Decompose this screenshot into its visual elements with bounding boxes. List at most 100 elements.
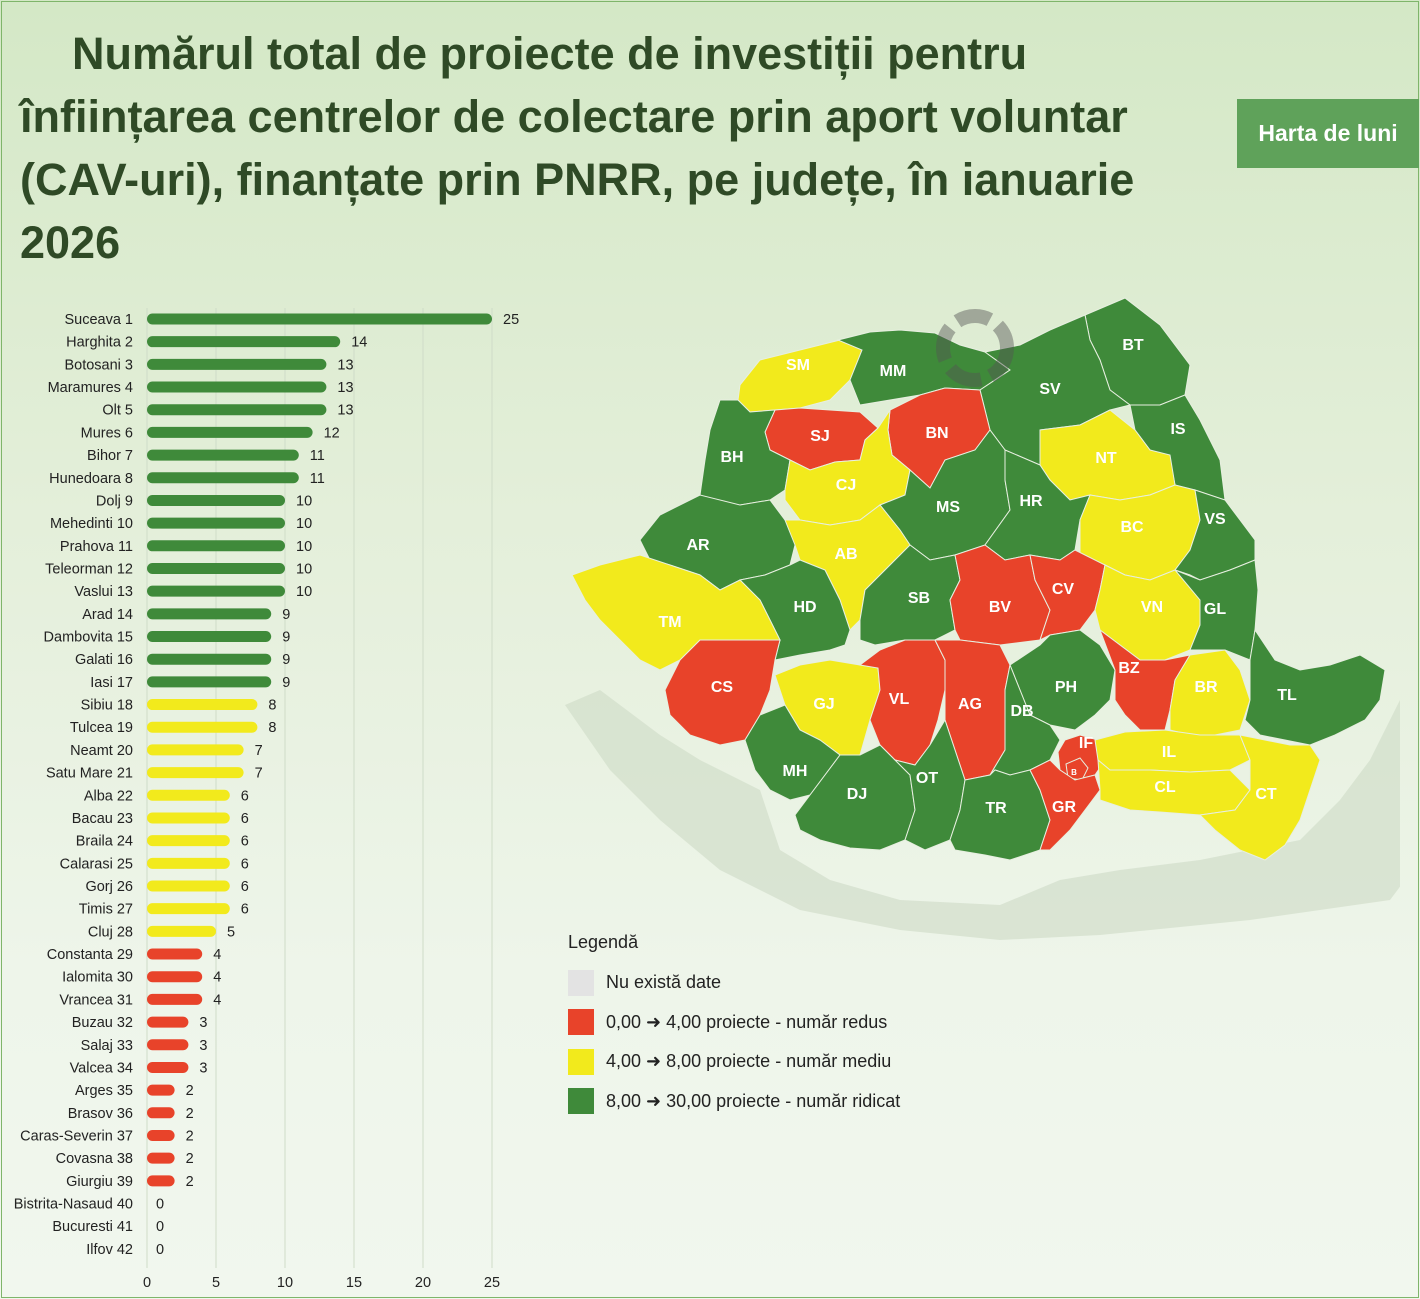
bar — [147, 812, 230, 824]
bar-row: Valcea 34 3 — [70, 1060, 208, 1076]
county-map: SM MM BT SV SJ BN IS BH NT CJ MS HR BC VS AR AB SB BV CV HD… — [565, 297, 1400, 940]
category-label: Brasov 36 — [68, 1106, 133, 1122]
county-label: IS — [1170, 421, 1185, 438]
bar-row: Braila 24 6 — [76, 834, 249, 850]
map-labels: SM MM BT SV SJ BN IS BH NT CJ MS HR BC VS AR AB SB BV CV HD… — [658, 337, 1297, 817]
county-label: TL — [1277, 687, 1297, 704]
category-label: Mehedinti 10 — [50, 516, 133, 532]
x-tick-label: 25 — [484, 1275, 500, 1291]
value-label: 0 — [156, 1219, 164, 1235]
bar — [147, 494, 285, 506]
bar-row: Bihor 7 11 — [87, 448, 325, 464]
category-label: Satu Mare 21 — [46, 766, 133, 782]
county-sm[interactable] — [737, 339, 863, 413]
bar — [147, 653, 272, 665]
bar-row: Salaj 33 3 — [81, 1038, 208, 1054]
bar-row: Prahova 11 10 — [60, 539, 312, 555]
value-label: 9 — [282, 630, 290, 646]
bar-row: Satu Mare 21 7 — [46, 766, 263, 782]
category-label: Salaj 33 — [81, 1038, 133, 1054]
bar-row: Galati 16 9 — [75, 652, 290, 668]
category-label: Ilfov 42 — [86, 1242, 133, 1258]
bar — [147, 1107, 175, 1119]
category-label: Buzau 32 — [72, 1015, 133, 1031]
value-label: 13 — [337, 403, 353, 419]
category-label: Ialomita 30 — [62, 970, 133, 986]
bar — [147, 313, 492, 325]
bar — [147, 562, 285, 574]
legend-swatch — [568, 1048, 594, 1075]
county-label: GR — [1052, 799, 1076, 816]
category-label: Arad 14 — [82, 607, 133, 623]
bar — [147, 1039, 189, 1051]
value-label: 6 — [241, 811, 249, 827]
category-label: Braila 24 — [76, 834, 133, 850]
category-label: Olt 5 — [102, 403, 133, 419]
county-label: CS — [711, 679, 734, 696]
category-label: Galati 16 — [75, 652, 133, 668]
county-label: AR — [686, 537, 710, 554]
monday-map-button[interactable]: Harta de luni — [1237, 99, 1419, 168]
value-label: 6 — [241, 856, 249, 872]
value-label: 13 — [337, 380, 353, 396]
bar-row: Sibiu 18 8 — [81, 698, 277, 714]
bar-row: Arad 14 9 — [82, 607, 290, 623]
value-label: 12 — [324, 425, 340, 441]
county-cv[interactable] — [1029, 549, 1106, 641]
value-label: 8 — [268, 698, 276, 714]
bar — [147, 925, 216, 937]
county-cj[interactable] — [784, 409, 911, 526]
category-label: Sibiu 18 — [81, 698, 133, 714]
bar-row: Maramures 4 13 — [48, 380, 354, 396]
category-label: Hunedoara 8 — [49, 471, 133, 487]
bar — [147, 1175, 175, 1187]
bar — [147, 540, 285, 552]
value-label: 11 — [310, 448, 325, 464]
category-label: Arges 35 — [75, 1083, 133, 1099]
bar-row: Dolj 9 10 — [96, 493, 312, 509]
value-label: 2 — [186, 1083, 194, 1099]
legend-swatch — [568, 969, 594, 996]
bar — [147, 1061, 189, 1073]
bar-row: Gorj 26 6 — [85, 879, 248, 895]
value-label: 9 — [282, 652, 290, 668]
county-label: IL — [1162, 744, 1176, 761]
county-label: SM — [786, 357, 810, 374]
bar — [147, 449, 299, 461]
bar — [147, 699, 258, 711]
value-label: 13 — [337, 357, 353, 373]
bar — [147, 608, 272, 620]
bar-row: Buzau 32 3 — [72, 1015, 208, 1031]
category-label: Cluj 28 — [88, 924, 133, 940]
category-label: Bacau 23 — [72, 811, 133, 827]
value-label: 10 — [296, 561, 312, 577]
bar-row: Giurgiu 39 2 — [66, 1174, 194, 1190]
bar-row: Suceava 1 25 — [64, 312, 519, 328]
category-label: Neamt 20 — [70, 743, 133, 759]
county-label: CJ — [836, 477, 856, 494]
value-label: 2 — [186, 1174, 194, 1190]
bar-row: Dambovita 15 9 — [44, 630, 291, 646]
county-label: AG — [958, 696, 982, 713]
value-label: 7 — [255, 743, 263, 759]
value-label: 2 — [186, 1106, 194, 1122]
map-base — [565, 690, 1400, 940]
bar — [147, 517, 285, 529]
bar-row: Neamt 20 7 — [70, 743, 263, 759]
county-label: NT — [1095, 450, 1117, 467]
legend-swatch — [568, 1009, 594, 1036]
county-ct[interactable] — [1198, 734, 1321, 861]
category-label: Gorj 26 — [85, 879, 133, 895]
county-label: GJ — [813, 696, 834, 713]
bar — [147, 971, 203, 983]
bar — [147, 358, 327, 370]
value-label: 6 — [241, 902, 249, 918]
county-label: VN — [1141, 599, 1163, 616]
x-tick-label: 0 — [143, 1275, 151, 1291]
county-gr[interactable] — [1029, 759, 1101, 851]
county-tl[interactable] — [1244, 628, 1386, 746]
bar — [147, 631, 272, 643]
bar — [147, 993, 203, 1005]
value-label: 7 — [255, 766, 263, 782]
